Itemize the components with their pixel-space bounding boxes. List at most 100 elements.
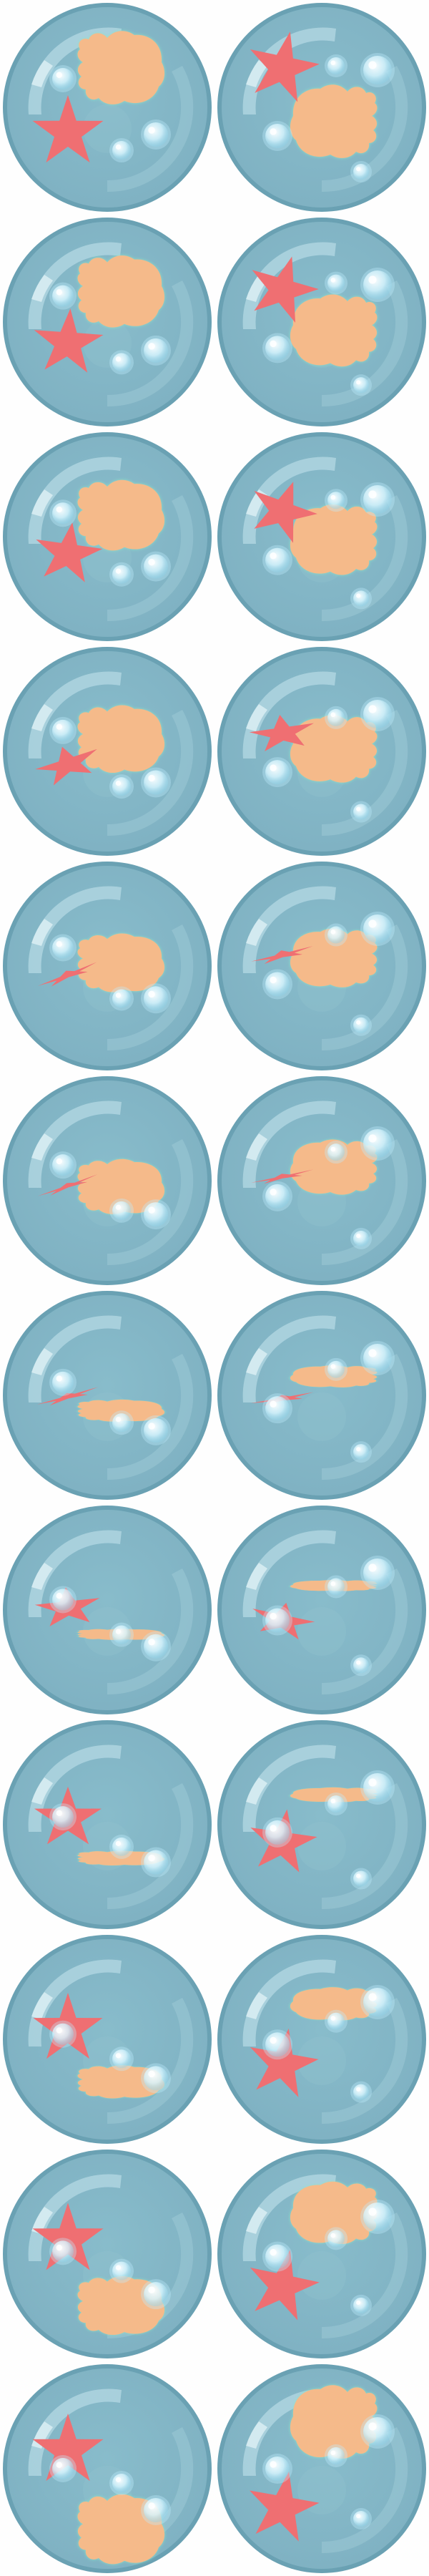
air-bubble-shine — [368, 1563, 377, 1572]
sprite-frame — [214, 859, 429, 1073]
inner-rim-arc — [107, 1354, 194, 1480]
air-bubble — [52, 937, 74, 959]
air-bubble — [265, 1608, 290, 1633]
bubble-sprite — [217, 862, 426, 1070]
bubble-sprite — [217, 1291, 426, 1500]
air-bubble — [144, 554, 168, 579]
sprite-frame — [0, 1932, 214, 2147]
air-bubble-shine — [270, 976, 277, 984]
fish — [77, 705, 165, 774]
inner-rim-arc — [322, 1139, 408, 1266]
air-bubble-shine — [368, 1993, 377, 2001]
air-bubble-shine — [56, 1810, 62, 1817]
air-bubble — [144, 1634, 168, 1659]
inner-rim-arc — [107, 1783, 194, 1910]
air-bubble-shine — [148, 990, 155, 998]
air-bubble-shine — [148, 1854, 155, 1862]
air-bubble — [363, 1344, 392, 1372]
fish — [77, 2275, 165, 2336]
air-bubble-shine — [115, 1204, 122, 1210]
inner-rim-arc — [322, 66, 408, 192]
bubble-sprite — [217, 1076, 426, 1285]
inner-rim-arc — [107, 1998, 194, 2124]
air-bubble — [353, 164, 369, 180]
starfish — [250, 2471, 320, 2542]
fish-body — [77, 1158, 165, 1214]
bubble-contents — [34, 255, 171, 375]
air-bubble-shine — [115, 568, 122, 574]
air-bubble-shine — [115, 1416, 122, 1423]
air-bubble — [144, 770, 168, 795]
air-bubble-shine — [330, 2016, 336, 2021]
air-bubble-shine — [148, 1639, 155, 1646]
bubble-sprite — [3, 1720, 212, 1929]
fish — [290, 2385, 378, 2459]
air-bubble — [265, 124, 290, 148]
bubble-contents — [34, 1586, 171, 1662]
fish — [77, 255, 165, 328]
bubble-contents — [252, 256, 395, 396]
highlight-glint — [246, 704, 267, 731]
air-bubble — [112, 565, 131, 584]
air-bubble-shine — [356, 1447, 361, 1452]
highlight-glint — [246, 2207, 267, 2234]
inner-rim-arc — [107, 2427, 194, 2554]
bubble-contents — [37, 1151, 171, 1230]
air-bubble-shine — [330, 278, 336, 283]
air-bubble-shine — [356, 1020, 361, 1025]
bubble-sprite — [3, 432, 212, 641]
inner-rim-arc — [107, 1139, 194, 1266]
air-bubble-shine — [330, 712, 336, 718]
air-bubble-shine — [270, 2461, 277, 2468]
fish — [77, 2065, 165, 2099]
air-bubble-shine — [115, 144, 122, 150]
bubble-contents — [37, 933, 171, 1014]
bubble-sprite — [3, 2364, 212, 2573]
air-bubble-shine — [270, 2036, 277, 2044]
air-bubble-shine — [356, 167, 361, 172]
air-bubble-shine — [368, 2422, 377, 2431]
air-bubble-shine — [56, 506, 62, 513]
bubble-sprite — [217, 432, 426, 641]
inner-glow — [83, 104, 132, 153]
fish-body — [290, 504, 378, 575]
bubble-sprite — [3, 2150, 212, 2358]
bubble-contents — [36, 1368, 171, 1445]
sprite-frame — [214, 429, 429, 644]
inner-rim-arc — [322, 710, 408, 836]
air-bubble — [353, 1230, 369, 1246]
air-bubble-shine — [356, 2087, 361, 2092]
air-bubble — [265, 760, 290, 785]
air-bubble — [363, 1988, 392, 2016]
air-bubble — [52, 2023, 74, 2045]
highlight-glint — [31, 704, 53, 731]
fish-body — [290, 715, 378, 783]
sprite-frame — [214, 1717, 429, 1932]
air-bubble — [353, 2297, 369, 2313]
starfish — [249, 714, 314, 752]
starfish — [37, 962, 97, 987]
fish-body — [290, 1139, 378, 1195]
fish-body — [290, 294, 378, 367]
air-bubble-shine — [56, 1375, 62, 1382]
fish-body — [290, 1787, 378, 1802]
highlight-glint — [246, 1563, 267, 1590]
air-bubble — [52, 285, 74, 307]
air-bubble — [327, 1578, 345, 1596]
air-bubble — [363, 2417, 392, 2446]
air-bubble-shine — [356, 1660, 361, 1665]
air-bubble-shine — [115, 2477, 122, 2483]
fish — [290, 504, 378, 575]
bubble-sprite — [217, 218, 426, 426]
fish-body — [77, 1850, 165, 1866]
starfish — [250, 2250, 320, 2321]
starfish — [250, 2028, 319, 2097]
highlight-glint — [246, 1348, 267, 1375]
fish-body — [290, 2181, 378, 2245]
air-bubble — [52, 1371, 74, 1393]
air-bubble-shine — [270, 1612, 277, 1620]
fish-body — [77, 2275, 165, 2336]
sprite-frame — [214, 215, 429, 429]
air-bubble-shine — [356, 1873, 361, 1878]
starfish — [254, 482, 317, 543]
